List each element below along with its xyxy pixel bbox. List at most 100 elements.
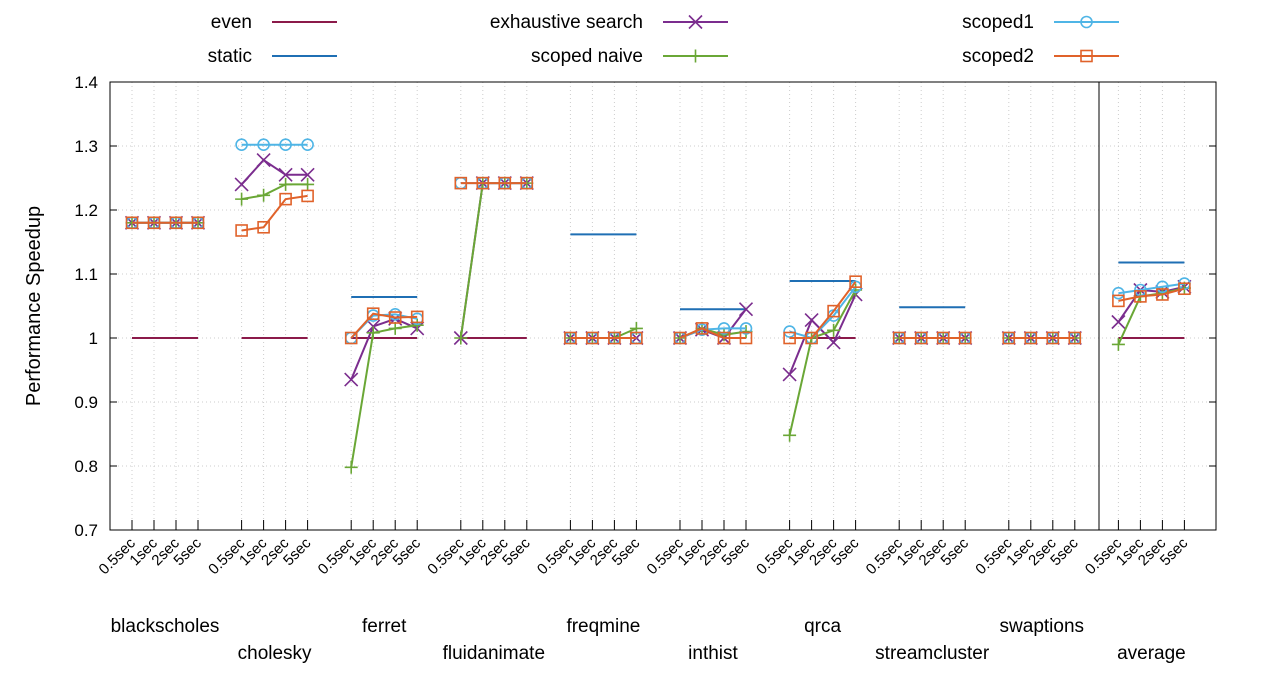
square-marker [630, 331, 643, 345]
legend-item-scoped1: scoped1 [962, 12, 1119, 33]
legend-label: scoped naive [531, 46, 643, 67]
square-marker [1068, 331, 1082, 345]
series-scoped1 [125, 138, 1191, 345]
circle-marker [739, 322, 753, 335]
x-marker [738, 302, 754, 317]
y-tick-label: 1 [89, 329, 98, 348]
y-axis-title: Performance Speedup [23, 206, 45, 406]
square-marker [849, 275, 862, 288]
group-label: freqmine [566, 616, 640, 637]
y-tick-label: 1.1 [74, 265, 98, 284]
square-marker [520, 176, 534, 190]
square-marker [608, 331, 621, 345]
series-line-scoped2 [350, 312, 418, 339]
legend-label: even [211, 12, 252, 33]
square-marker [958, 331, 972, 345]
square-marker [827, 304, 840, 318]
plus-marker [410, 318, 424, 332]
series-line-scoped-naive [459, 182, 527, 339]
square-marker [279, 192, 292, 206]
x-marker [826, 335, 841, 350]
legend-item-exhaustive-search: exhaustive search [490, 12, 728, 33]
legend: even static exhaustive search scoped naive s… [208, 12, 1119, 67]
x-marker [300, 167, 315, 182]
group-label: average [1117, 643, 1186, 664]
legend-label: scoped2 [962, 46, 1034, 67]
square-marker [1080, 49, 1093, 63]
y-tick-label: 1.3 [74, 137, 98, 156]
legend-item-even: even [211, 12, 337, 33]
y-tick-label: 1.2 [74, 201, 98, 220]
circle-marker [279, 138, 292, 152]
square-marker [476, 176, 490, 190]
series-line-scoped2 [241, 194, 308, 232]
series-line-scoped1 [1118, 282, 1185, 295]
series-line-scoped-naive [570, 327, 637, 339]
series-line-scoped-naive [788, 289, 857, 436]
legend-label: exhaustive search [490, 12, 643, 33]
x-marker [234, 177, 249, 192]
group-label: qrca [804, 616, 841, 637]
square-marker [1002, 331, 1016, 345]
series-line-scoped2 [789, 281, 857, 339]
y-tick-label: 0.9 [74, 393, 98, 412]
x-marker [688, 14, 703, 30]
x-marker [804, 313, 819, 328]
group-label: blackscholes [111, 616, 220, 637]
plot-frame [109, 81, 1217, 531]
group-label: inthist [688, 643, 738, 664]
series-line-scoped2 [679, 327, 746, 339]
series-line-exhaustive-search [1117, 285, 1185, 323]
square-marker [257, 220, 270, 234]
legend-item-scoped-naive: scoped naive [531, 46, 728, 67]
square-marker [695, 322, 709, 335]
series-layer [124, 138, 1192, 474]
legend-item-static: static [208, 46, 337, 67]
square-marker [739, 331, 753, 345]
circle-marker [301, 138, 314, 152]
series-line-scoped-naive [350, 324, 418, 468]
plus-marker [827, 323, 841, 337]
square-marker [169, 216, 183, 230]
x-marker [278, 167, 293, 182]
plus-marker [235, 192, 249, 206]
square-marker [564, 331, 577, 345]
legend-label: static [208, 46, 252, 67]
plus-marker [1111, 337, 1125, 351]
square-marker [1024, 331, 1038, 345]
y-tick-label: 1.4 [74, 73, 98, 92]
plus-marker [257, 188, 271, 202]
grid-lines [110, 82, 1216, 530]
square-marker [805, 331, 818, 345]
square-marker [1112, 294, 1125, 308]
plus-marker [344, 460, 358, 474]
series-scoped-naive [125, 176, 1191, 474]
legend-item-scoped2: scoped2 [962, 46, 1119, 67]
series-line-scoped-naive [241, 183, 308, 201]
circle-marker [235, 138, 248, 152]
square-marker [914, 331, 928, 345]
square-marker [892, 331, 906, 345]
y-tick-label: 0.8 [74, 457, 98, 476]
group-label: cholesky [238, 643, 312, 664]
circle-marker [1156, 280, 1169, 294]
square-marker [586, 331, 599, 345]
square-marker [388, 311, 402, 324]
square-marker [1178, 282, 1191, 296]
square-marker [235, 224, 248, 237]
group-label: swaptions [1000, 616, 1085, 637]
square-marker [498, 176, 512, 190]
square-marker [125, 216, 139, 230]
group-label: streamcluster [875, 643, 990, 664]
circle-marker [1080, 15, 1093, 29]
x-marker [1111, 314, 1126, 330]
series-line-exhaustive-search [788, 294, 857, 375]
legend-label: scoped1 [962, 12, 1034, 33]
x-marker [782, 367, 797, 382]
square-marker [936, 331, 950, 345]
square-marker [673, 331, 687, 345]
circle-marker [257, 138, 270, 152]
series-line-scoped1 [789, 286, 857, 340]
series-scoped2 [125, 176, 1191, 345]
